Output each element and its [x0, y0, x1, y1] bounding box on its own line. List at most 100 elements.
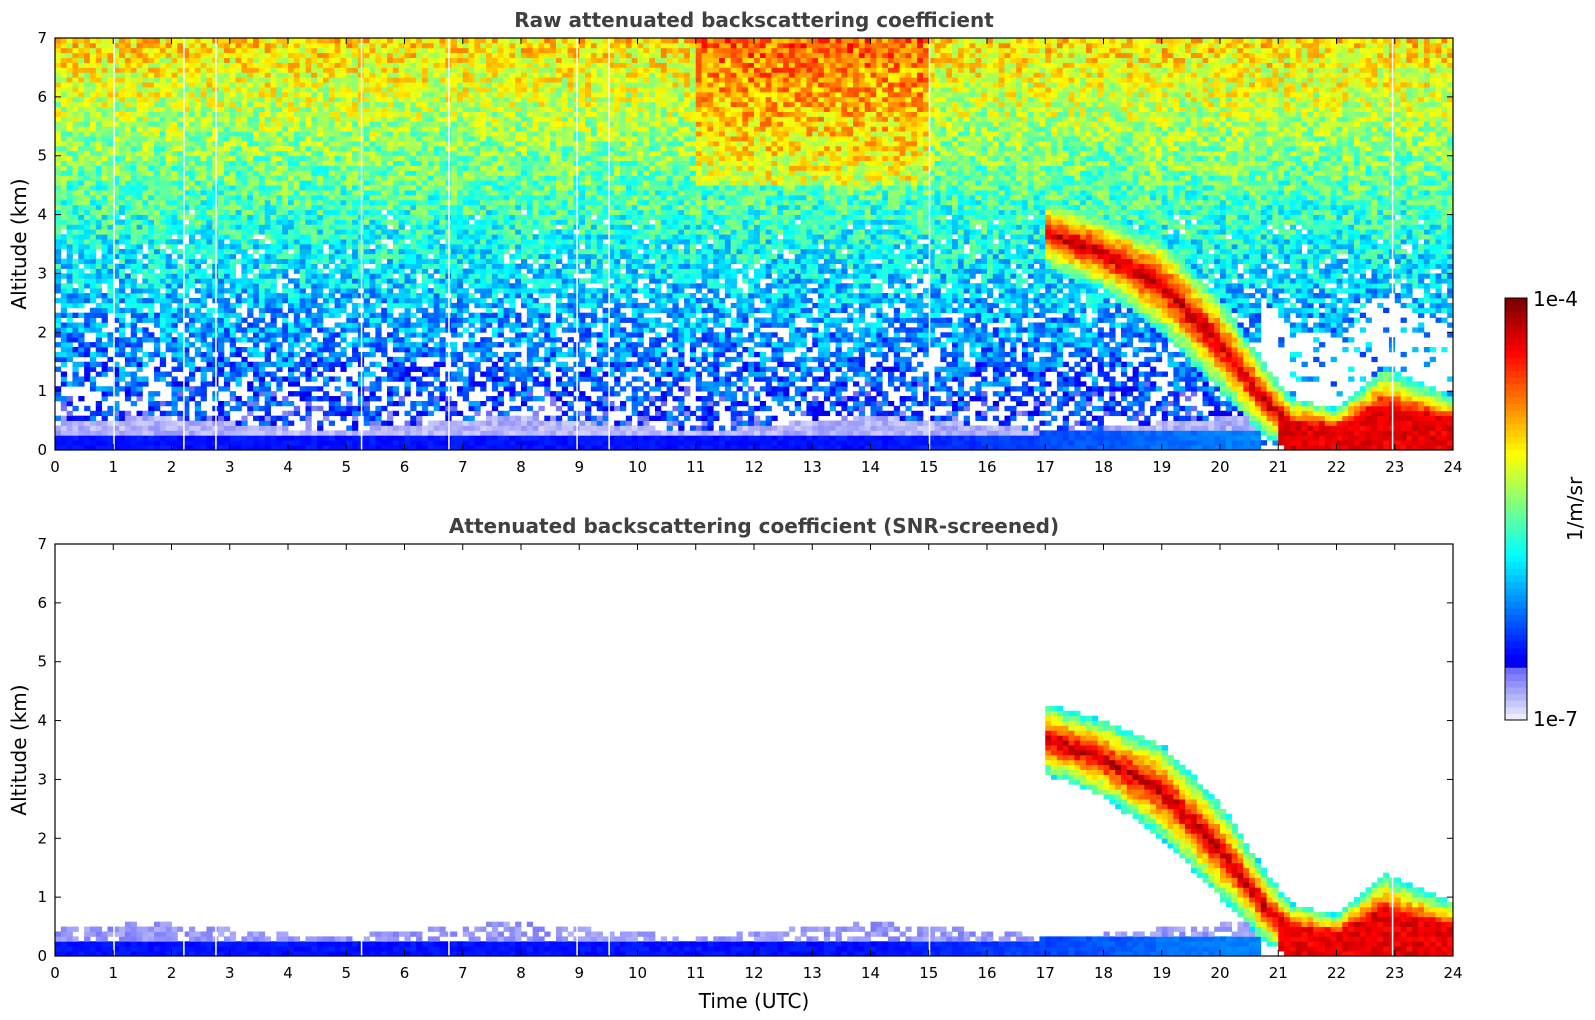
- heatmap-cell: [253, 57, 260, 63]
- heatmap-cell: [369, 410, 376, 417]
- heatmap-cell: [206, 214, 213, 220]
- heatmap-cell: [113, 87, 120, 93]
- heatmap-cell: [200, 391, 207, 397]
- heatmap-cell: [404, 440, 411, 446]
- heatmap-cell: [258, 91, 266, 98]
- heatmap-cell: [305, 165, 312, 171]
- heatmap-cell: [107, 145, 114, 152]
- heatmap-cell: [410, 77, 417, 83]
- heatmap-cell: [410, 229, 417, 235]
- heatmap-cell: [293, 307, 301, 314]
- heatmap-cell: [247, 258, 254, 265]
- heatmap-cell: [95, 106, 103, 112]
- heatmap-cell: [124, 194, 132, 201]
- heatmap-cell: [142, 224, 149, 230]
- heatmap-cell: [264, 420, 271, 426]
- heatmap-cell: [229, 194, 236, 201]
- heatmap-cell: [270, 268, 277, 274]
- heatmap-cell: [363, 239, 370, 245]
- heatmap-cell: [95, 204, 103, 211]
- heatmap-cell: [387, 101, 394, 108]
- heatmap-cell: [328, 307, 336, 314]
- heatmap-cell: [427, 160, 435, 166]
- heatmap-cell: [346, 96, 353, 103]
- heatmap-cell: [183, 199, 190, 206]
- heatmap-cell: [322, 175, 330, 181]
- heatmap-cell: [427, 126, 435, 132]
- heatmap-cell: [101, 214, 108, 220]
- heatmap-cell: [375, 155, 382, 162]
- heatmap-cell: [165, 38, 172, 44]
- heatmap-cell: [223, 145, 231, 152]
- heatmap-cell: [363, 293, 370, 299]
- heatmap-cell: [421, 307, 429, 314]
- heatmap-cell: [282, 209, 289, 215]
- heatmap-cell: [433, 57, 440, 63]
- heatmap-cell: [194, 87, 202, 93]
- heatmap-cell: [317, 131, 324, 137]
- heatmap-cell: [416, 317, 423, 323]
- heatmap-cell: [89, 258, 97, 265]
- heatmap-cell: [421, 381, 429, 387]
- heatmap-cell: [72, 145, 79, 152]
- heatmap-cell: [200, 425, 207, 431]
- heatmap-cell: [258, 239, 266, 245]
- heatmap-cell: [95, 42, 103, 49]
- heatmap-cell: [148, 38, 155, 44]
- heatmap-cell: [183, 42, 190, 49]
- heatmap-cell: [346, 396, 353, 402]
- heatmap-cell: [363, 297, 370, 304]
- heatmap-cell: [159, 234, 167, 240]
- heatmap-cell: [328, 327, 336, 333]
- heatmap-cell: [66, 430, 73, 436]
- heatmap-cell: [188, 268, 196, 274]
- heatmap-cell: [130, 160, 137, 166]
- heatmap-cell: [218, 160, 225, 166]
- heatmap-cell: [124, 342, 132, 348]
- heatmap-cell: [392, 131, 400, 137]
- heatmap-cell: [375, 190, 382, 196]
- heatmap-cell: [340, 160, 347, 166]
- heatmap-cell: [130, 87, 137, 93]
- heatmap-cell: [346, 77, 353, 83]
- heatmap-cell: [72, 420, 79, 426]
- heatmap-cell: [165, 150, 172, 157]
- heatmap-cell: [392, 376, 400, 382]
- heatmap-cell: [136, 293, 143, 299]
- heatmap-cell: [148, 293, 155, 299]
- heatmap-cell: [410, 366, 417, 372]
- heatmap-cell: [89, 155, 97, 162]
- heatmap-cell: [346, 312, 353, 318]
- heatmap-cell: [107, 278, 114, 284]
- heatmap-cell: [322, 87, 330, 93]
- heatmap-cell: [142, 72, 149, 78]
- heatmap-cell: [229, 101, 236, 108]
- heatmap-cell: [78, 87, 85, 93]
- heatmap-cell: [276, 57, 283, 63]
- heatmap-cell: [404, 170, 411, 176]
- heatmap-cell: [276, 47, 283, 54]
- heatmap-cell: [95, 288, 103, 294]
- heatmap-cell: [270, 116, 277, 122]
- heatmap-cell: [95, 145, 103, 152]
- heatmap-cell: [398, 72, 405, 78]
- heatmap-cell: [334, 219, 341, 225]
- heatmap-cell: [253, 351, 260, 358]
- heatmap-cell: [305, 160, 312, 166]
- heatmap-cell: [229, 351, 236, 358]
- heatmap-cell: [60, 38, 68, 44]
- heatmap-cell: [253, 322, 260, 328]
- heatmap-cell: [416, 415, 423, 421]
- heatmap-cell: [322, 111, 330, 117]
- heatmap-cell: [89, 253, 97, 260]
- heatmap-cell: [311, 131, 318, 137]
- heatmap-cell: [119, 194, 126, 201]
- heatmap-cell: [148, 440, 155, 446]
- heatmap-cell: [276, 131, 283, 137]
- heatmap-cell: [334, 229, 341, 235]
- heatmap-cell: [328, 77, 336, 83]
- heatmap-cell: [421, 283, 429, 289]
- heatmap-cell: [113, 91, 120, 98]
- heatmap-cell: [200, 312, 207, 318]
- heatmap-cell: [282, 224, 289, 230]
